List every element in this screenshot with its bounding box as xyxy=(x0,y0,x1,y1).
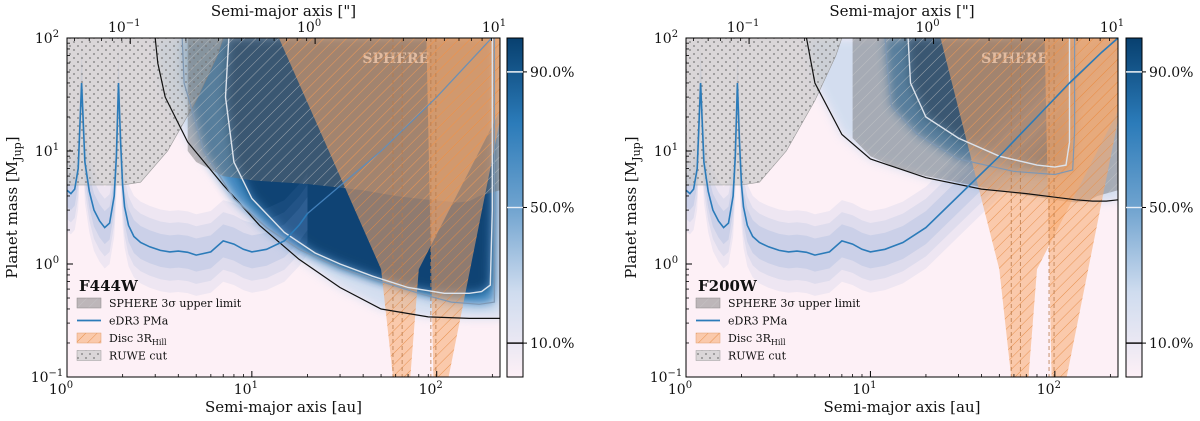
pma-band-1 xyxy=(686,38,1118,296)
y-axis-label: Planet mass [MJup] xyxy=(3,136,24,278)
legend-label: RUWE cut xyxy=(109,350,168,363)
pma-curve-extension xyxy=(307,38,493,214)
colorbar-tick-label: 50.0% xyxy=(530,201,574,217)
legend-swatch-sphere xyxy=(695,297,721,309)
legend-label: Disc 3RHill xyxy=(728,332,786,347)
panel-f444w: SPHERE10010110210−110010110−1100101102Se… xyxy=(3,2,574,416)
y-tick-label: 101 xyxy=(654,142,678,160)
legend-swatch-disc xyxy=(695,332,721,344)
colorbar-tick-label: 90.0% xyxy=(530,65,574,81)
legend-swatch-disc xyxy=(76,332,102,344)
y-tick-label: 10−1 xyxy=(650,368,683,386)
pma-curve xyxy=(686,38,1118,256)
y-tick-label: 100 xyxy=(35,255,59,273)
x-tick-label: 101 xyxy=(852,380,876,398)
contour-50 xyxy=(884,38,1076,176)
contour-10 xyxy=(154,38,500,319)
y-tick-label: 101 xyxy=(35,142,59,160)
disc-region-2 xyxy=(426,38,500,377)
top-x-axis-label: Semi-major axis ["] xyxy=(211,2,356,20)
pma-curve xyxy=(67,82,309,256)
top-x-tick-label: 100 xyxy=(297,18,321,36)
colorbar-tick-label: 50.0% xyxy=(1149,201,1193,217)
legend-swatch-sphere xyxy=(76,297,102,309)
x-tick-label: 100 xyxy=(49,380,73,398)
plot-frame xyxy=(66,37,501,378)
y-tick-label: 102 xyxy=(654,29,678,47)
x-tick-label: 102 xyxy=(1037,380,1061,398)
pma-band-1 xyxy=(67,42,308,296)
top-x-tick-label: 101 xyxy=(482,18,506,36)
disc-region-2 xyxy=(1044,38,1118,377)
x-tick-label: 100 xyxy=(668,380,692,398)
y-axis-label: Planet mass [MJup] xyxy=(622,136,643,278)
legend-label: Disc 3RHill xyxy=(109,332,167,347)
y-tick-label: 100 xyxy=(654,255,678,273)
top-x-tick-label: 10−1 xyxy=(108,18,141,36)
plot-frame xyxy=(685,37,1119,378)
legend-label: eDR3 PMa xyxy=(109,315,169,328)
legend-label: eDR3 PMa xyxy=(728,315,788,328)
y-tick-label: 102 xyxy=(35,29,59,47)
y-tick-label: 10−1 xyxy=(31,368,64,386)
colorbar-tick-label: 10.0% xyxy=(530,336,574,352)
contour-90 xyxy=(907,38,1071,168)
top-x-tick-label: 101 xyxy=(1100,18,1124,36)
contour-90 xyxy=(224,38,493,294)
panel-label: F200W xyxy=(698,277,758,295)
colorbar-tick-label: 90.0% xyxy=(1149,65,1193,81)
legend-swatch-ruwe xyxy=(76,350,102,361)
legend-swatch-ruwe xyxy=(695,350,721,361)
pma-band-2 xyxy=(67,54,308,284)
plot-area: SPHERE xyxy=(686,38,1118,377)
contour-50 xyxy=(181,38,495,305)
x-axis-label: Semi-major axis [au] xyxy=(205,398,362,416)
x-tick-label: 101 xyxy=(234,380,258,398)
legend-label: RUWE cut xyxy=(728,350,787,363)
legend-label: SPHERE 3σ upper limit xyxy=(728,297,861,310)
panel-f200w: SPHERE10010110210−110010110−1100101102Se… xyxy=(622,2,1193,416)
plot-area: SPHERE xyxy=(67,38,500,377)
contour-10 xyxy=(805,38,1118,202)
ruwe-cut-region xyxy=(686,38,843,186)
x-tick-label: 102 xyxy=(419,380,443,398)
top-x-axis-label: Semi-major axis ["] xyxy=(829,2,974,20)
top-x-tick-label: 10−1 xyxy=(727,18,760,36)
top-x-tick-label: 100 xyxy=(915,18,939,36)
legend-label: SPHERE 3σ upper limit xyxy=(109,297,242,310)
x-axis-label: Semi-major axis [au] xyxy=(823,398,980,416)
colorbar-tick-label: 10.0% xyxy=(1149,336,1193,352)
panel-label: F444W xyxy=(79,277,139,295)
